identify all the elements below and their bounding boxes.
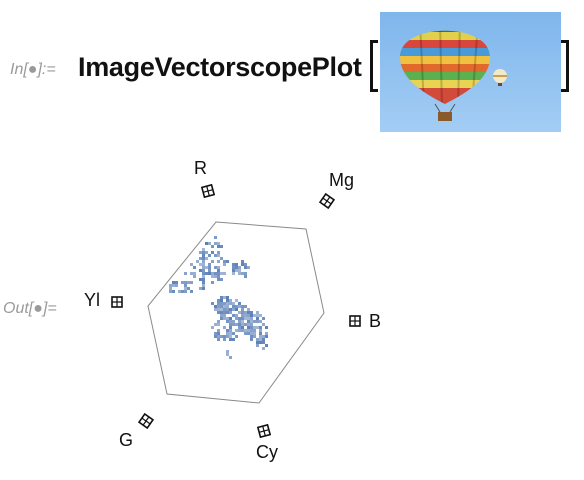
target-label-yl: Yl <box>84 290 100 310</box>
target-G: G <box>119 413 154 450</box>
hexagon-frame <box>147 221 325 404</box>
target-Yl: Yl <box>84 290 123 310</box>
input-label-text: In[●]:= <box>10 61 56 78</box>
small-balloon <box>493 69 507 86</box>
target-label-cy: Cy <box>256 442 278 462</box>
open-bracket <box>370 40 378 92</box>
output-label-text: Out[●]= <box>3 300 57 317</box>
target-label-r: R <box>194 158 207 178</box>
target-R: R <box>194 158 215 198</box>
close-bracket <box>561 40 569 92</box>
target-B: B <box>349 311 381 331</box>
target-Mg: Mg <box>319 170 354 209</box>
balloon-image[interactable] <box>380 12 561 132</box>
function-name: ImageVectorscopePlot <box>78 52 362 82</box>
vectorscope-plot[interactable]: R Mg B Cy G Yl <box>0 140 584 480</box>
target-label-mg: Mg <box>329 170 354 190</box>
input-expression[interactable]: ImageVectorscopePlot <box>78 52 362 83</box>
target-label-b: B <box>369 311 381 331</box>
balloon-basket <box>438 112 452 121</box>
target-label-g: G <box>119 430 133 450</box>
input-cell-label: In[●]:= <box>10 61 56 79</box>
output-cell-label: Out[●]= <box>3 300 57 318</box>
chroma-trace <box>169 236 268 359</box>
target-Cy: Cy <box>256 424 278 462</box>
